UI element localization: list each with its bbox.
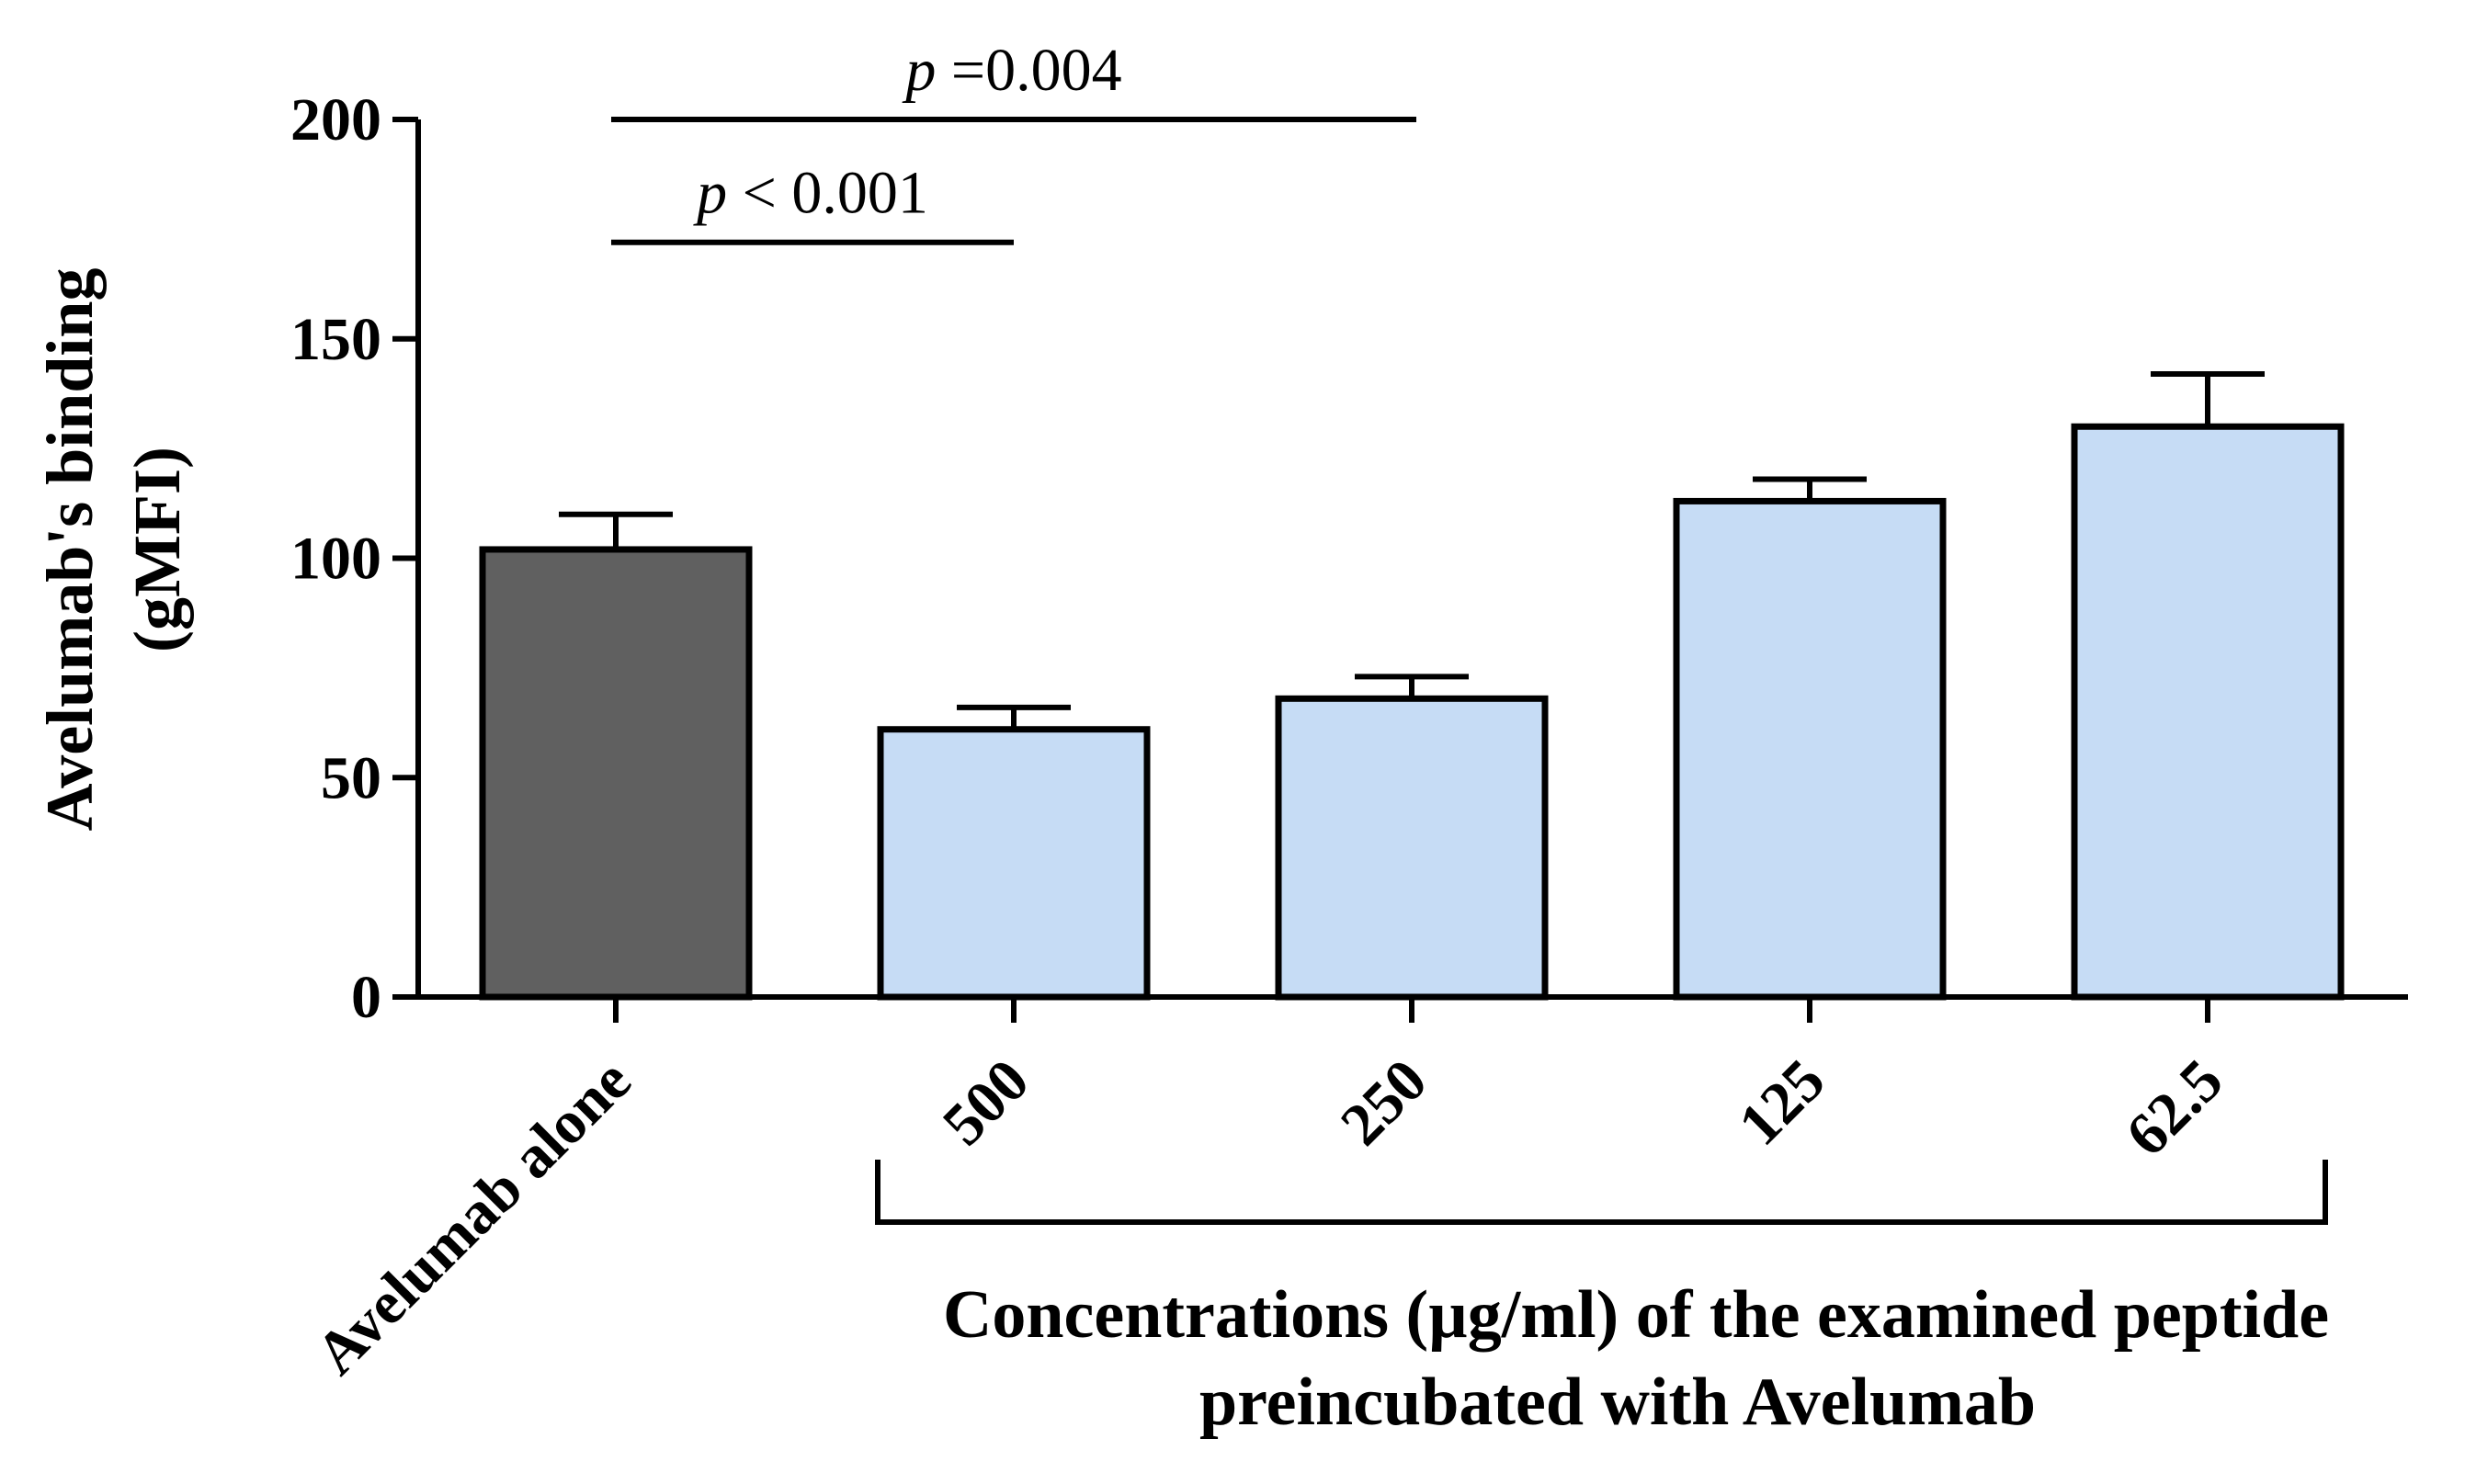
bars: [479, 370, 2345, 1001]
x-tick-label: Avelumab alone: [303, 1047, 644, 1388]
bar-125: [1673, 497, 1947, 1001]
y-axis-title-line-2: (gMFI): [120, 447, 194, 652]
x-axis-title-line-1: Concentrations (µg/ml) of the examined p…: [943, 1277, 2329, 1353]
x-tick-label: 62.5: [2113, 1047, 2235, 1169]
concentration-group-bracket: [875, 1160, 2328, 1225]
x-axis-title-line-2: preincubated with Avelumab: [1199, 1365, 2036, 1440]
y-axis-title: Avelumab's binding (gMFI): [33, 268, 194, 832]
x-tick-label: 125: [1726, 1047, 1838, 1159]
significance-label: p < 0.001: [693, 160, 928, 227]
y-tick-label: 50: [321, 744, 381, 811]
group-bracket: [875, 1160, 2328, 1225]
bar-250: [1275, 695, 1549, 1001]
axes: [415, 119, 2408, 1023]
x-tick-label: 250: [1328, 1047, 1440, 1159]
significance-label: p =0.004: [902, 37, 1121, 104]
bar-avelumab-alone: [479, 546, 753, 1001]
y-tick-label: 200: [290, 86, 381, 153]
bar-500: [877, 726, 1151, 1001]
y-axis-title-line-1: Avelumab's binding: [33, 268, 107, 832]
y-tick-label: 0: [351, 964, 381, 1031]
x-tick-label: 500: [930, 1047, 1042, 1159]
y-tick-label: 150: [290, 306, 381, 373]
y-tick-label: 100: [290, 526, 381, 593]
y-axis-ticks: 0 50 100 150 200: [290, 86, 418, 1031]
bar-62-5: [2071, 423, 2345, 1001]
significance-annotations: p =0.004 p < 0.001: [611, 37, 1416, 245]
